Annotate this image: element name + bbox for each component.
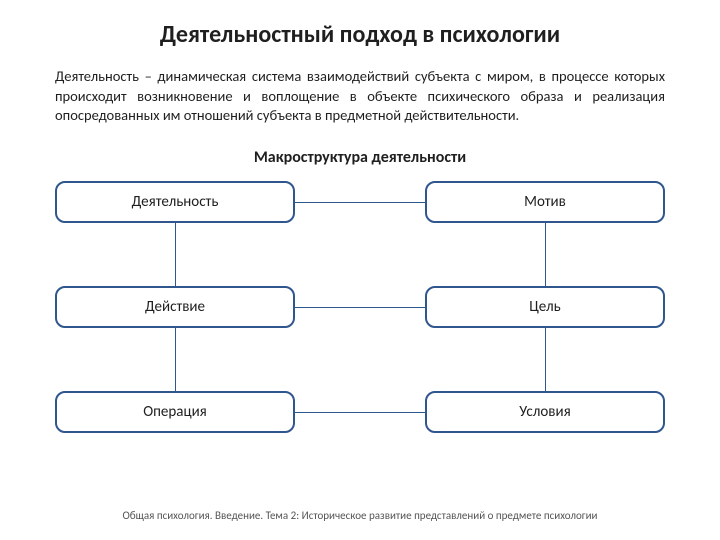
node-motive: Мотив bbox=[425, 181, 665, 223]
macrostructure-diagram: Деятельность Мотив Действие Цель Операци… bbox=[55, 181, 665, 461]
node-label: Мотив bbox=[524, 193, 566, 211]
edge-vertical-right-2 bbox=[545, 328, 546, 391]
node-conditions: Условия bbox=[425, 391, 665, 433]
edge-vertical-right-1 bbox=[545, 223, 546, 286]
node-label: Действие bbox=[145, 298, 205, 316]
page-title: Деятельностный подход в психологии bbox=[55, 20, 665, 49]
edge-vertical-left-1 bbox=[175, 223, 176, 286]
edge-horizontal-1 bbox=[295, 202, 425, 203]
node-label: Цель bbox=[529, 298, 560, 316]
node-label: Условия bbox=[519, 403, 570, 421]
description-text: Деятельность – динамическая система взаи… bbox=[55, 67, 665, 126]
node-action: Действие bbox=[55, 286, 295, 328]
edge-horizontal-3 bbox=[295, 412, 425, 413]
edge-horizontal-2 bbox=[295, 307, 425, 308]
node-operation: Операция bbox=[55, 391, 295, 433]
subtitle-text: Макроструктура деятельности bbox=[55, 148, 665, 167]
node-label: Операция bbox=[143, 403, 207, 421]
node-activity: Деятельность bbox=[55, 181, 295, 223]
edge-vertical-left-2 bbox=[175, 328, 176, 391]
footer-text: Общая психология. Введение. Тема 2: Исто… bbox=[0, 509, 720, 522]
node-goal: Цель bbox=[425, 286, 665, 328]
node-label: Деятельность bbox=[132, 193, 219, 211]
